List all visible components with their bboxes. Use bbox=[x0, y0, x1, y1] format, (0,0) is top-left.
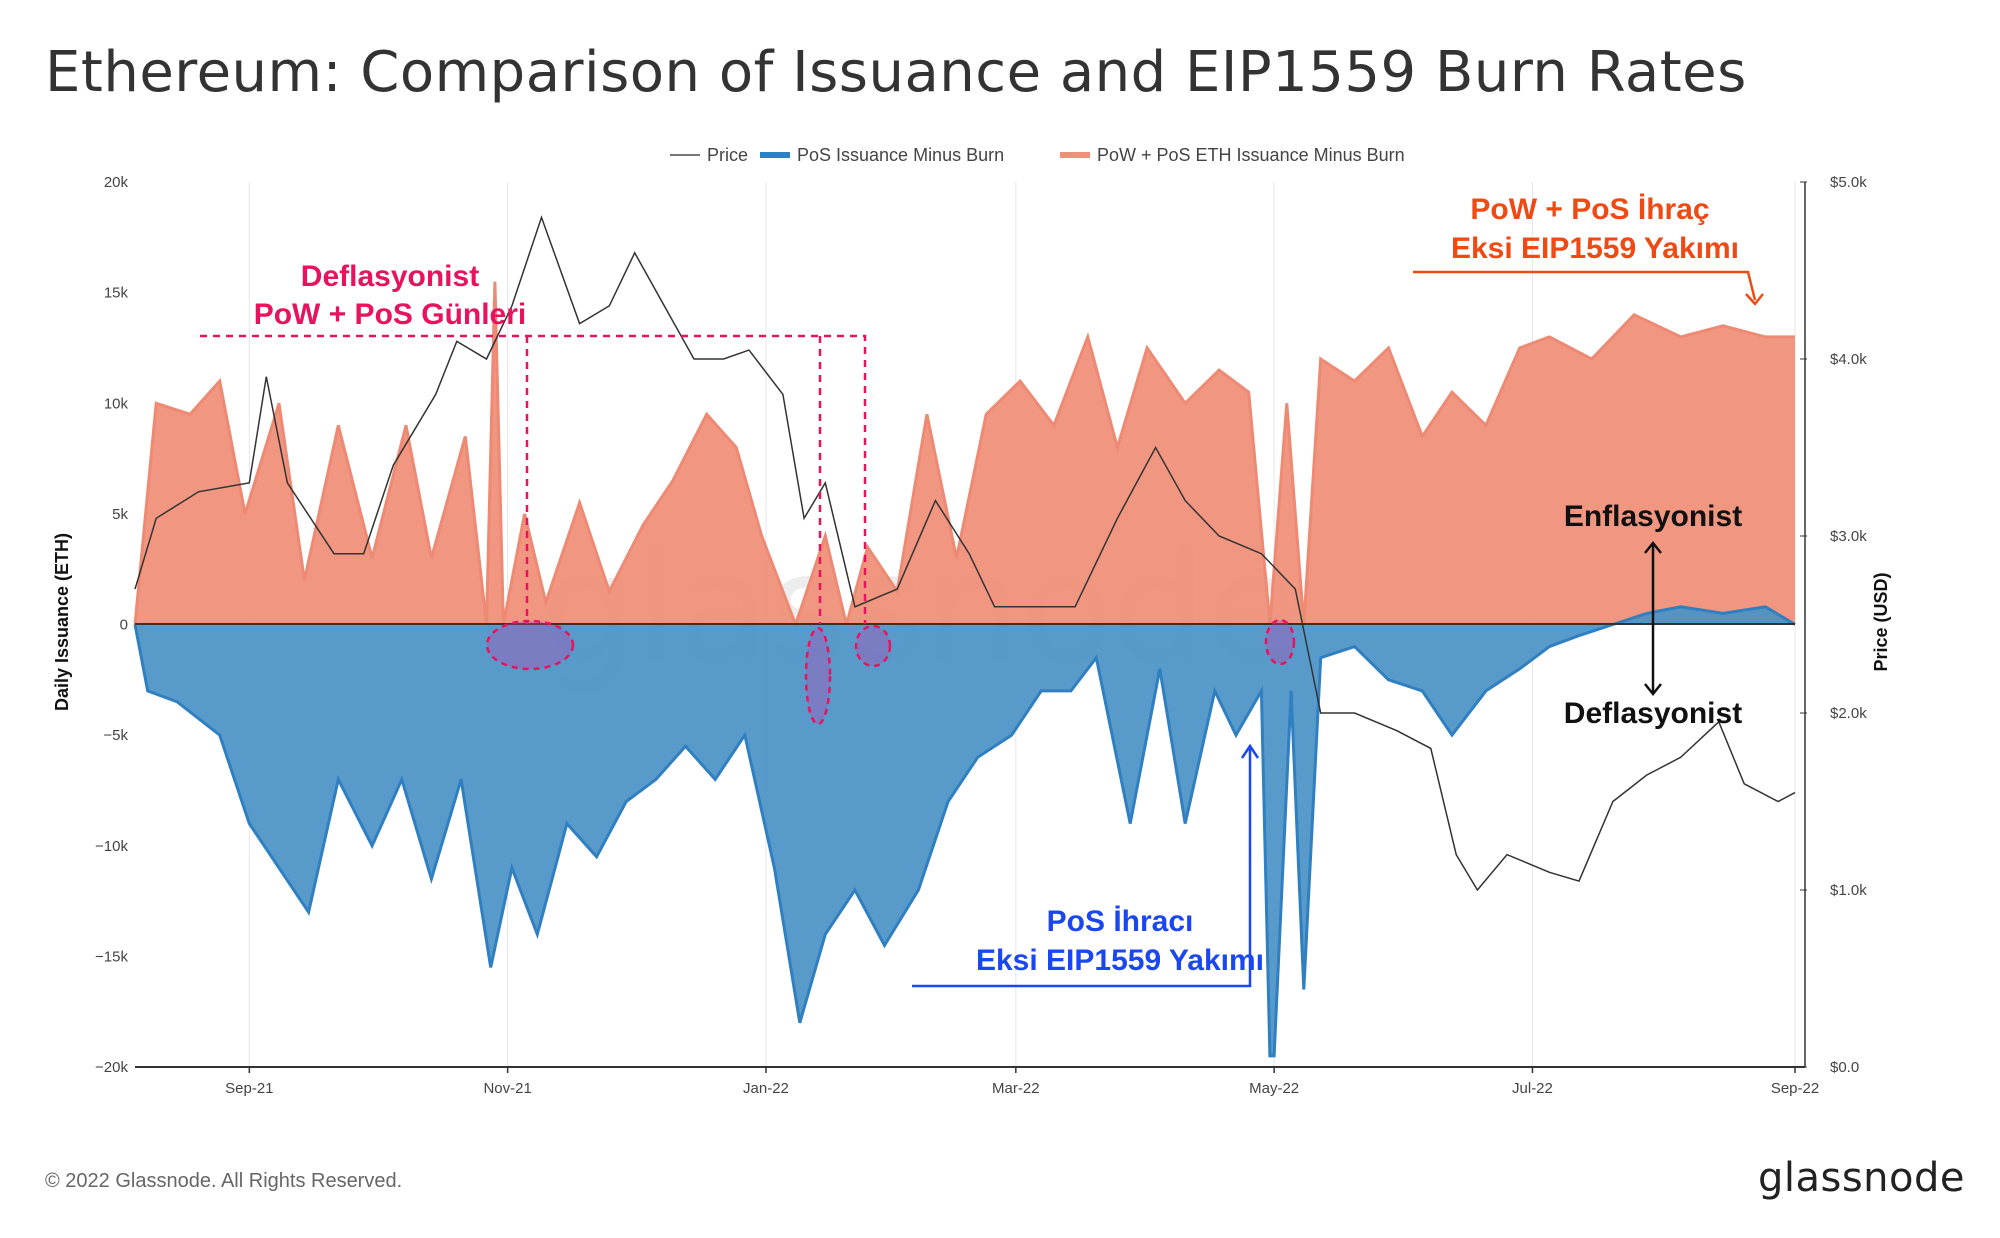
y-tick-label: 15k bbox=[104, 285, 129, 302]
y-tick-label: −5k bbox=[103, 727, 128, 744]
x-tick-label: Nov-21 bbox=[483, 1080, 531, 1097]
x-tick-label: Jan-22 bbox=[743, 1080, 789, 1097]
deflation-day-ellipse bbox=[1264, 618, 1296, 666]
powpos-label-line1: PoW + PoS İhraç bbox=[1470, 193, 1709, 226]
copyright: © 2022 Glassnode. All Rights Reserved. bbox=[45, 1170, 403, 1192]
pos-line bbox=[133, 605, 1796, 1058]
x-tick-label: May-22 bbox=[1249, 1080, 1299, 1097]
deflation-day-ellipse bbox=[854, 624, 892, 668]
pos-pointer-line bbox=[912, 748, 1252, 988]
inflation-indicator-arrow-down bbox=[1644, 683, 1662, 697]
deflation-days-label-line2: PoW + PoS Günleri bbox=[254, 298, 527, 331]
y-tick-label: 10k bbox=[104, 395, 129, 412]
legend-price-label[interactable]: Price bbox=[707, 145, 748, 165]
x-tick-label: Sep-22 bbox=[1771, 1080, 1819, 1097]
y-tick-label: −15k bbox=[95, 948, 128, 965]
x-tick-label: Jul-22 bbox=[1512, 1080, 1553, 1097]
y2-tick-label: $2.0k bbox=[1830, 705, 1867, 722]
inflationary-label: Enflasyonist bbox=[1564, 500, 1742, 533]
legend-pos-label[interactable]: PoS Issuance Minus Burn bbox=[797, 145, 1004, 165]
powpos-pointer-arrowhead bbox=[1745, 293, 1764, 306]
series-areas bbox=[133, 215, 1796, 1058]
y-tick-label: 5k bbox=[112, 506, 128, 523]
y2-tick-label: $5.0k bbox=[1830, 174, 1867, 191]
powpos-pointer-line bbox=[1413, 270, 1757, 301]
legend: Price PoS Issuance Minus Burn PoW + PoS … bbox=[670, 145, 1405, 165]
powpos-label-line2: Eksi EIP1559 Yakımı bbox=[1451, 232, 1739, 265]
y-tick-label: −20k bbox=[95, 1059, 128, 1076]
pos-label-line1: PoS İhracı bbox=[1047, 905, 1194, 938]
y2-tick-label: $0.0 bbox=[1830, 1059, 1859, 1076]
x-tick-label: Sep-21 bbox=[225, 1080, 273, 1097]
y-tick-label: −10k bbox=[95, 838, 128, 855]
chart-title: Ethereum: Comparison of Issuance and EIP… bbox=[45, 40, 1747, 105]
pos-label-line2: Eksi EIP1559 Yakımı bbox=[976, 944, 1264, 977]
deflation-day-ellipse bbox=[804, 626, 832, 726]
pos-area bbox=[135, 606, 1795, 1056]
y2-tick-label: $3.0k bbox=[1830, 528, 1867, 545]
y2-axis-title: Price (USD) bbox=[1871, 572, 1891, 671]
axes: Sep-21 Nov-21 Jan-22 Mar-22 May-22 Jul-22 Sep-… bbox=[95, 174, 1867, 1097]
deflation-day-ellipse bbox=[485, 619, 575, 671]
y2-tick-label: $1.0k bbox=[1830, 882, 1867, 899]
price-line bbox=[134, 215, 1796, 892]
y-tick-label: 0 bbox=[120, 617, 128, 634]
x-tick-label: Mar-22 bbox=[992, 1080, 1040, 1097]
y2-tick-label: $4.0k bbox=[1830, 351, 1867, 368]
deflation-dashed-line bbox=[200, 334, 867, 624]
y-axis-title: Daily Issuance (ETH) bbox=[52, 533, 72, 711]
deflationary-label: Deflasyonist bbox=[1564, 697, 1742, 730]
deflation-days-label-line1: Deflasyonist bbox=[301, 260, 479, 293]
pos-pointer-arrowhead bbox=[1240, 743, 1260, 759]
powpos-area bbox=[135, 281, 1795, 625]
y-tick-label: 20k bbox=[104, 174, 129, 191]
annotations: Deflasyonist PoW + PoS Günleri PoW + PoS İ… bbox=[200, 193, 1764, 988]
glassnode-logo[interactable]: glassnode bbox=[1757, 1155, 1965, 1201]
inflation-indicator-arrow-up bbox=[1644, 540, 1662, 554]
powpos-line bbox=[133, 281, 1795, 629]
legend-powpos-label[interactable]: PoW + PoS ETH Issuance Minus Burn bbox=[1097, 145, 1405, 165]
